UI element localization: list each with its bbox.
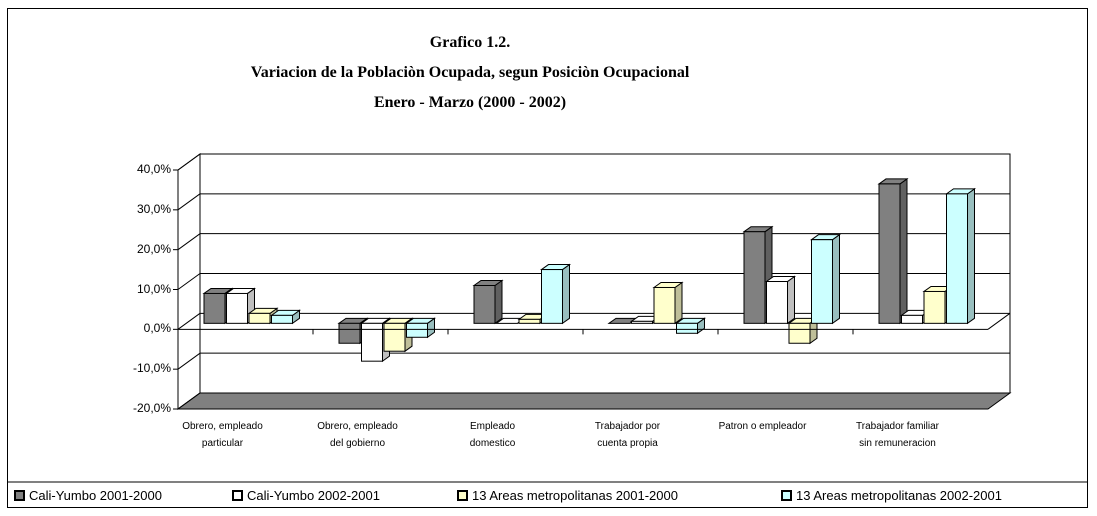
bar (653, 286, 676, 324)
legend-label: 13 Areas metropolitanas 2002-2001 (796, 488, 1002, 503)
bar (541, 269, 563, 324)
x-tick-label: Obrero, empleado del gobierno (317, 421, 398, 449)
bar-side (967, 187, 975, 325)
bar (676, 322, 698, 334)
y-tick-label: 40,0% (136, 162, 171, 176)
bar-side (674, 281, 683, 325)
grid-line (177, 352, 201, 370)
bar (946, 193, 968, 324)
bar (338, 322, 361, 344)
bar (518, 318, 541, 324)
legend-swatch (14, 490, 25, 501)
grid-line (177, 312, 201, 330)
legend-swatch (232, 490, 243, 501)
y-tick-label: 0,0% (143, 321, 171, 336)
grid-line (177, 233, 201, 251)
bar (473, 284, 496, 324)
bar (226, 292, 248, 324)
bar (383, 322, 406, 352)
bar-side (562, 263, 570, 325)
bar (271, 314, 293, 324)
bar-side (494, 279, 503, 325)
bar-side (899, 177, 908, 325)
legend-label: Cali-Yumbo 2001-2000 (29, 488, 162, 503)
y-tick-label: -20,0% (132, 401, 171, 415)
chart-title: Grafico 1.2. Variacion de la Poblaciòn O… (250, 34, 690, 111)
y-tick-label: 30,0% (136, 201, 171, 216)
bar (743, 231, 766, 324)
x-tick-label: Obrero, empleado particular (182, 421, 263, 449)
bar-side (787, 275, 795, 325)
x-tick-label: Trabajador familiar sin remuneracion (856, 421, 939, 449)
bar (788, 322, 811, 344)
legend-label: Cali-Yumbo 2002-2001 (247, 488, 380, 503)
bar (248, 312, 271, 324)
bar (631, 320, 653, 324)
bar-side (832, 233, 840, 325)
x-tick-label: Trabajador por cuenta propia (594, 421, 661, 449)
bar (361, 322, 383, 362)
bar (406, 322, 428, 338)
y-tick-label: 20,0% (136, 241, 171, 256)
legend-swatch (781, 490, 792, 501)
bar (811, 239, 833, 324)
floor (176, 392, 1012, 410)
grid-line (177, 273, 201, 290)
x-tick-label: Empleado domestico (469, 421, 516, 449)
bar (766, 281, 788, 324)
grid-line (177, 153, 201, 171)
grid-line (177, 392, 201, 410)
bar (203, 292, 226, 324)
bar (878, 183, 901, 324)
zero-line-depth (987, 312, 1011, 330)
bar (923, 290, 946, 324)
y-tick-label: -10,0% (132, 361, 171, 376)
grid-line (177, 193, 201, 211)
legend-swatch (457, 490, 468, 501)
y-tick-label: 10,0% (136, 281, 171, 296)
x-tick-label: Patron o empleador (718, 421, 807, 432)
legend-label: 13 Areas metropolitanas 2001-2000 (472, 488, 678, 503)
bar (901, 314, 923, 324)
